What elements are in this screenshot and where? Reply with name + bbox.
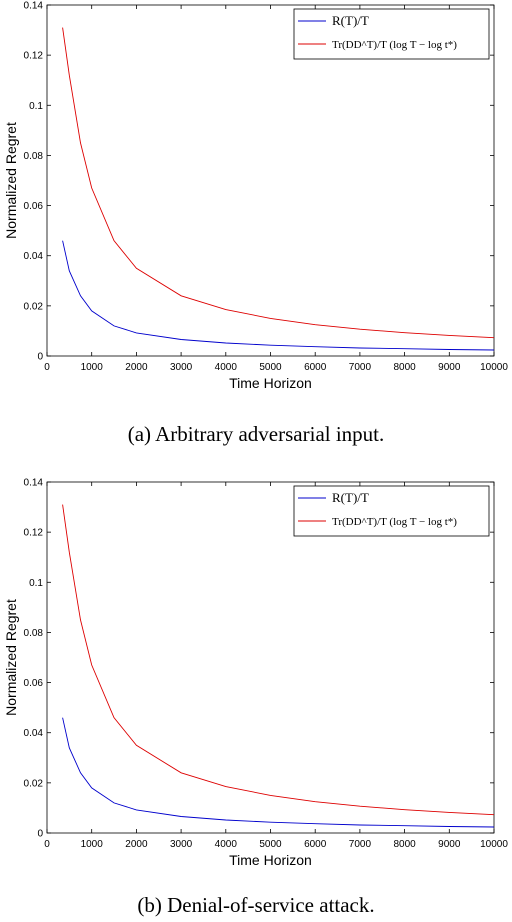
y-tick-label: 0.08 [24, 151, 44, 162]
x-tick-label: 7000 [349, 839, 372, 850]
series-line-regret [62, 717, 495, 828]
y-tick-label: 0.1 [29, 578, 43, 589]
x-axis-label: Time Horizon [229, 852, 312, 868]
x-tick-label: 1000 [81, 362, 104, 373]
legend-box [293, 8, 490, 60]
y-tick-label: 0.12 [24, 51, 44, 62]
x-tick-label: 8000 [393, 362, 416, 373]
legend-label-regret: R(T)/T [332, 490, 369, 505]
y-axis-label: Normalized Regret [3, 122, 19, 239]
x-tick-label: 10000 [480, 362, 508, 373]
y-tick-label: 0.12 [24, 528, 44, 539]
legend-box [293, 485, 490, 537]
x-tick-label: 4000 [215, 362, 238, 373]
legend: R(T)/T Tr(DD^T)/T (log T − log t*) [293, 8, 490, 60]
y-tick-label: 0.06 [24, 201, 44, 212]
x-tick-label: 9000 [438, 362, 461, 373]
y-tick-label: 0.06 [24, 678, 44, 689]
series-line-bound [62, 504, 495, 816]
chart-b: 0 1000 2000 3000 4000 5000 6000 7000 8000 9000 100… [3, 478, 508, 869]
chart-a: 0 1000 2000 3000 4000 5000 6000 7000 8000 9000 100… [3, 1, 508, 392]
y-tick-label: 0 [37, 829, 43, 840]
y-tick-label: 0 [37, 352, 43, 363]
x-tick-label: 6000 [304, 362, 327, 373]
legend-label-bound: Tr(DD^T)/T (log T − log t*) [332, 516, 457, 528]
legend: R(T)/T Tr(DD^T)/T (log T − log t*) [293, 485, 490, 537]
y-tick-label: 0.02 [24, 778, 44, 789]
x-tick-label: 2000 [125, 362, 148, 373]
x-tick-label: 3000 [170, 362, 193, 373]
x-tick-label: 5000 [259, 839, 282, 850]
legend-label-bound: Tr(DD^T)/T (log T − log t*) [332, 39, 457, 51]
caption-a: (a) Arbitrary adversarial input. [127, 422, 385, 446]
y-axis-label: Normalized Regret [3, 599, 19, 716]
y-tick-label: 0.14 [24, 478, 44, 489]
y-tick-label: 0.02 [24, 301, 44, 312]
series-line-bound [62, 27, 495, 339]
x-tick-label: 3000 [170, 839, 193, 850]
x-tick-label: 9000 [438, 839, 461, 850]
x-tick-label: 0 [44, 362, 50, 373]
y-tick-label: 0.08 [24, 628, 44, 639]
series-line-regret [62, 240, 495, 351]
x-tick-label: 6000 [304, 839, 327, 850]
x-tick-label: 4000 [215, 839, 238, 850]
caption-b: (b) Denial-of-service attack. [137, 893, 375, 917]
y-tick-label: 0.1 [29, 101, 43, 112]
x-tick-label: 1000 [81, 839, 104, 850]
x-axis-label: Time Horizon [229, 375, 312, 391]
x-tick-label: 10000 [480, 839, 508, 850]
y-tick-label: 0.04 [24, 251, 44, 262]
x-tick-label: 0 [44, 839, 50, 850]
legend-label-regret: R(T)/T [332, 13, 369, 28]
y-tick-label: 0.04 [24, 728, 44, 739]
y-tick-label: 0.14 [24, 1, 44, 12]
x-tick-label: 2000 [125, 839, 148, 850]
x-tick-label: 5000 [259, 362, 282, 373]
x-tick-label: 8000 [393, 839, 416, 850]
x-tick-label: 7000 [349, 362, 372, 373]
